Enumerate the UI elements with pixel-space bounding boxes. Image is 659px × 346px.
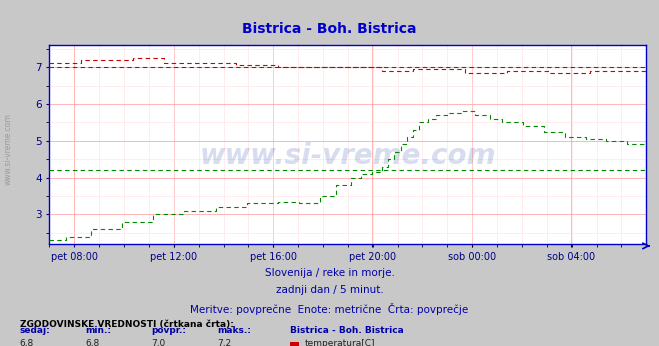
Text: zadnji dan / 5 minut.: zadnji dan / 5 minut. bbox=[275, 285, 384, 295]
Text: Meritve: povprečne  Enote: metrične  Črta: povprečje: Meritve: povprečne Enote: metrične Črta:… bbox=[190, 303, 469, 315]
Text: ZGODOVINSKE VREDNOSTI (črtkana črta):: ZGODOVINSKE VREDNOSTI (črtkana črta): bbox=[20, 320, 234, 329]
Text: www.si-vreme.com: www.si-vreme.com bbox=[4, 113, 13, 185]
Text: Bistrica - Boh. Bistrica: Bistrica - Boh. Bistrica bbox=[243, 22, 416, 36]
Text: Slovenija / reke in morje.: Slovenija / reke in morje. bbox=[264, 268, 395, 278]
Text: povpr.:: povpr.: bbox=[152, 326, 186, 335]
Text: 7,0: 7,0 bbox=[152, 339, 166, 346]
Text: sedaj:: sedaj: bbox=[20, 326, 51, 335]
Text: 7,2: 7,2 bbox=[217, 339, 231, 346]
Text: maks.:: maks.: bbox=[217, 326, 251, 335]
Text: Bistrica - Boh. Bistrica: Bistrica - Boh. Bistrica bbox=[290, 326, 404, 335]
Text: temperatura[C]: temperatura[C] bbox=[304, 339, 375, 346]
Text: 6,8: 6,8 bbox=[20, 339, 34, 346]
Text: 6,8: 6,8 bbox=[86, 339, 100, 346]
Text: min.:: min.: bbox=[86, 326, 111, 335]
Text: www.si-vreme.com: www.si-vreme.com bbox=[200, 143, 496, 170]
